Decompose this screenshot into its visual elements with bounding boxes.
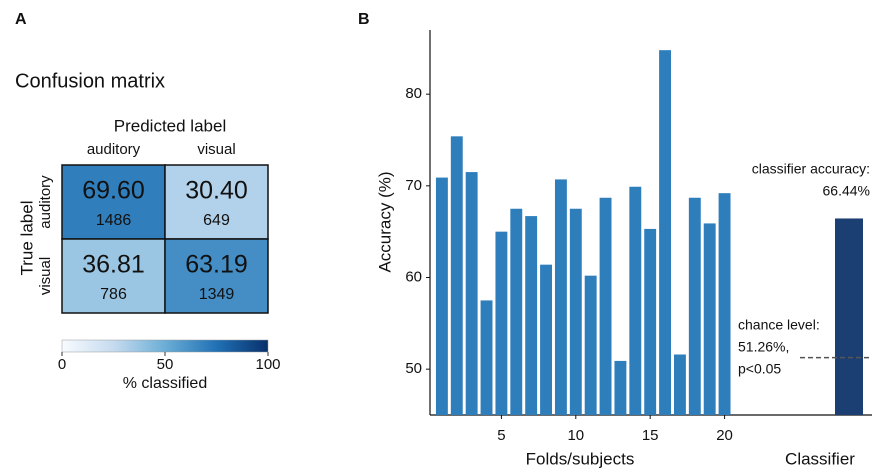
- y-tick-label: 60: [405, 268, 422, 285]
- x-tick-label: 20: [716, 427, 733, 444]
- y-tick-label: 80: [405, 85, 422, 102]
- annotation: chance level:: [738, 317, 820, 333]
- x-tick-label: auditory: [87, 141, 141, 158]
- bar: [435, 177, 448, 415]
- cell-count: 1349: [199, 286, 235, 303]
- x-axis-title: Folds/subjects: [526, 449, 635, 468]
- bar: [465, 172, 478, 415]
- cell-value: 63.19: [185, 251, 248, 279]
- annotation: p<0.05: [738, 361, 781, 377]
- colorbar: [61, 339, 269, 353]
- bar: [554, 179, 567, 415]
- bar: [644, 228, 657, 415]
- bar: [614, 360, 627, 415]
- heatmap-cell: [61, 164, 166, 240]
- bar: [569, 208, 582, 415]
- heatmap-cell: [164, 238, 269, 314]
- bar: [525, 216, 538, 415]
- x-tick-label: 10: [567, 427, 584, 444]
- bar: [540, 264, 552, 415]
- bar: [659, 50, 672, 416]
- x-axis-title: Predicted label: [114, 116, 226, 135]
- bar: [703, 223, 716, 415]
- cell-value: 69.60: [82, 177, 145, 205]
- cell-count: 1486: [96, 212, 132, 229]
- bar: [450, 136, 463, 416]
- y-axis-title: True label: [17, 201, 36, 276]
- colorbar-label: % classified: [123, 375, 207, 392]
- heatmap-cell: [164, 164, 269, 240]
- y-tick-label: 50: [405, 360, 422, 377]
- panel-label: B: [358, 11, 370, 28]
- chart-title: Confusion matrix: [15, 70, 165, 92]
- cell-value: 36.81: [82, 251, 145, 279]
- y-tick-label: 70: [405, 177, 422, 194]
- colorbar-tick-label: 100: [255, 356, 280, 373]
- x-tick-label: visual: [197, 141, 235, 158]
- bar: [599, 197, 612, 415]
- cell-count: 786: [100, 286, 127, 303]
- bar: [480, 300, 493, 415]
- x-tick-label: 5: [497, 427, 505, 444]
- cell-count: 649: [203, 212, 230, 229]
- y-axis-title: Accuracy (%): [375, 171, 394, 272]
- cell-value: 30.40: [185, 177, 248, 205]
- bar: [510, 208, 523, 415]
- bar: [673, 354, 686, 415]
- annotation: 66.44%: [823, 183, 870, 199]
- bar: [688, 197, 701, 415]
- y-tick-label: visual: [37, 257, 54, 295]
- annotation: classifier accuracy:: [752, 161, 870, 177]
- x-tick-label: Classifier: [785, 449, 855, 468]
- y-tick-label: auditory: [37, 175, 54, 229]
- x-tick-label: 15: [642, 427, 659, 444]
- colorbar-tick-label: 50: [157, 356, 174, 373]
- annotation: 51.26%,: [738, 339, 789, 355]
- bar: [495, 231, 508, 415]
- bar: [584, 275, 597, 415]
- panel-label: A: [15, 11, 27, 28]
- colorbar-tick-label: 0: [58, 356, 66, 373]
- heatmap-cell: [61, 238, 166, 314]
- bar: [629, 186, 642, 415]
- classifier-bar: [835, 218, 863, 415]
- bar: [718, 193, 731, 415]
